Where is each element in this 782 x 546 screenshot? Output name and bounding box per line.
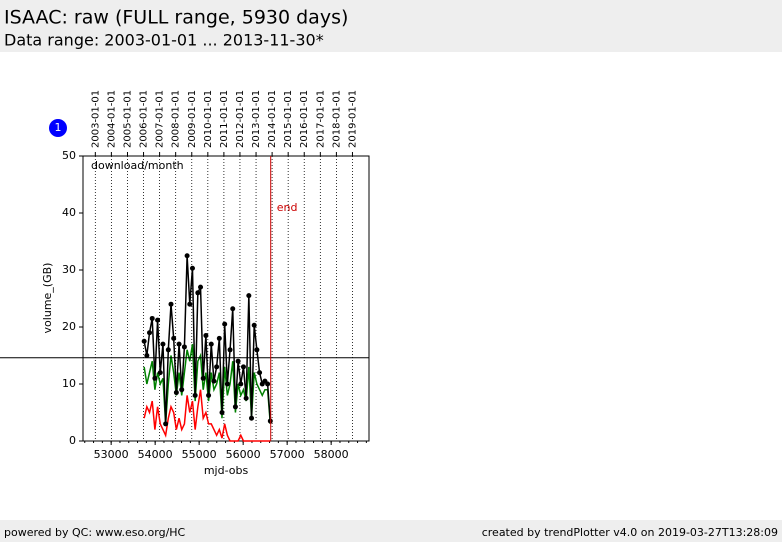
top-tick-label: 2015-01-01: [283, 90, 294, 148]
subtitle: Data range: 2003-01-01 ... 2013-11-30*: [4, 31, 324, 50]
end-label: end: [277, 201, 298, 214]
marker: [195, 290, 201, 296]
marker: [246, 293, 252, 299]
marker: [249, 415, 255, 421]
marker: [141, 338, 147, 344]
top-tick-label: 2003-01-01: [90, 90, 101, 148]
y-tick-label: 0: [69, 434, 76, 447]
top-tick-label: 2008-01-01: [171, 90, 182, 148]
top-tick-label: 2016-01-01: [299, 90, 310, 148]
marker: [173, 390, 179, 396]
title: ISAAC: raw (FULL range, 5930 days): [4, 7, 348, 29]
marker: [149, 315, 155, 321]
x-tick-label: 56000: [226, 448, 261, 461]
marker: [208, 341, 214, 347]
x-axis-label: mjd-obs: [204, 464, 249, 477]
marker: [224, 381, 230, 387]
y-axis-label: volume_(GB): [41, 263, 54, 334]
top-tick-label: 2004-01-01: [106, 90, 117, 148]
y-tick-label: 10: [62, 377, 76, 390]
header-band: [0, 0, 782, 52]
marker: [181, 344, 187, 350]
badge: 1: [55, 121, 62, 134]
marker: [152, 375, 158, 381]
marker: [206, 392, 212, 398]
marker: [265, 381, 271, 387]
top-tick-label: 2019-01-01: [347, 90, 358, 148]
footer-right: created by trendPlotter v4.0 on 2019-03-…: [482, 526, 778, 539]
y-tick-label: 50: [62, 149, 76, 162]
marker: [203, 333, 209, 339]
y-tick-label: 30: [62, 263, 76, 276]
marker: [187, 301, 193, 307]
marker: [227, 347, 233, 353]
series-line: [143, 389, 271, 442]
top-tick-label: 2014-01-01: [267, 90, 278, 148]
marker: [168, 301, 174, 307]
top-tick-label: 2012-01-01: [235, 90, 246, 148]
marker: [160, 341, 166, 347]
footer-band: [0, 520, 782, 542]
marker: [144, 353, 150, 358]
top-tick-label: 2017-01-01: [315, 90, 326, 148]
marker: [211, 378, 217, 384]
marker: [235, 358, 241, 364]
footer-left: powered by QC: www.eso.org/HC: [4, 526, 186, 539]
marker: [230, 306, 236, 312]
marker: [240, 364, 246, 370]
marker: [155, 317, 161, 323]
top-tick-label: 2018-01-01: [331, 90, 342, 148]
series-line: [143, 255, 272, 424]
marker: [165, 347, 171, 353]
marker: [179, 387, 185, 393]
y-tick-label: 40: [62, 206, 76, 219]
y-tick-label: 20: [62, 320, 76, 333]
marker: [254, 347, 260, 353]
marker: [257, 370, 263, 376]
top-tick-label: 2006-01-01: [139, 90, 150, 148]
marker: [184, 253, 190, 259]
marker: [238, 381, 244, 387]
top-tick-label: 2009-01-01: [187, 90, 198, 148]
marker: [189, 265, 195, 271]
marker: [200, 375, 206, 381]
top-tick-label: 2007-01-01: [155, 90, 166, 148]
marker: [251, 322, 257, 328]
marker: [232, 404, 238, 410]
top-tick-label: 2013-01-01: [251, 90, 262, 148]
marker: [222, 321, 228, 327]
badge-circle: [49, 119, 67, 137]
marker: [216, 335, 222, 341]
marker: [214, 364, 220, 370]
x-tick-label: 57000: [270, 448, 305, 461]
x-tick-label: 53000: [94, 448, 129, 461]
marker: [176, 341, 182, 347]
marker: [219, 410, 225, 415]
top-tick-label: 2005-01-01: [122, 90, 133, 148]
annotation: download/month: [91, 159, 184, 172]
marker: [157, 370, 163, 376]
top-tick-label: 2010-01-01: [203, 90, 214, 148]
marker: [171, 335, 177, 341]
marker: [243, 395, 249, 401]
plot-frame: [82, 155, 370, 442]
x-tick-label: 54000: [138, 448, 173, 461]
x-tick-label: 58000: [314, 448, 349, 461]
marker: [147, 330, 153, 336]
x-tick-label: 55000: [182, 448, 217, 461]
marker: [192, 392, 198, 398]
top-tick-label: 2011-01-01: [219, 90, 230, 148]
marker: [163, 421, 169, 427]
marker: [198, 284, 204, 290]
